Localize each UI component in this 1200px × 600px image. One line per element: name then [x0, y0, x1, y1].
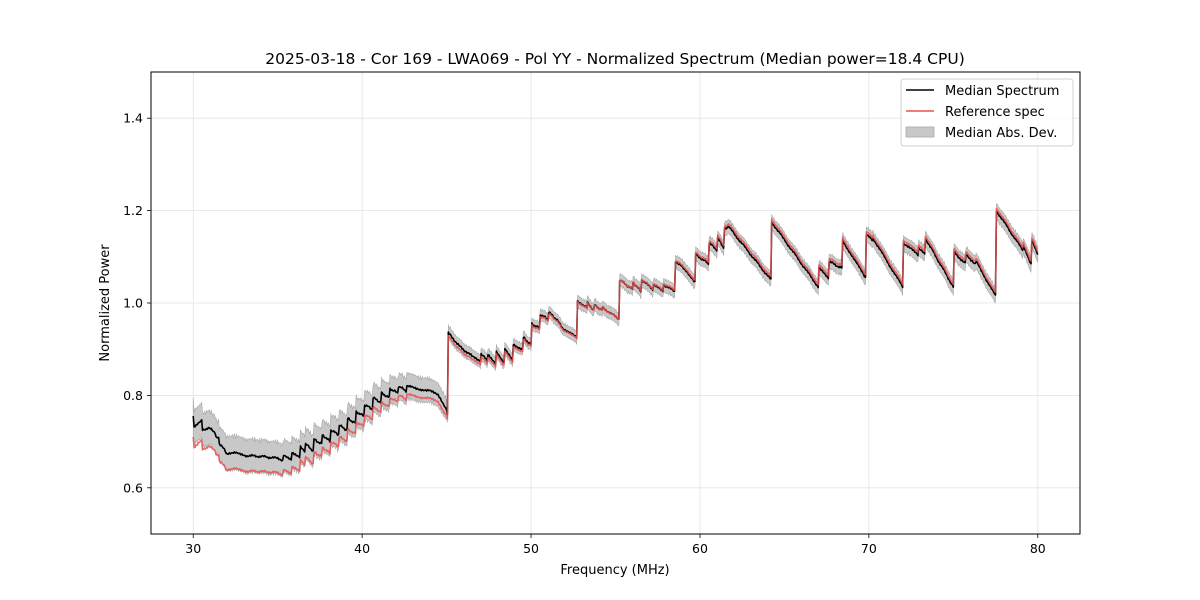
x-tick-label: 40 — [354, 541, 370, 556]
chart-title: 2025-03-18 - Cor 169 - LWA069 - Pol YY -… — [265, 50, 965, 68]
x-axis-ticks: 30 40 50 60 70 80 — [185, 534, 1046, 556]
x-axis-label: Frequency (MHz) — [560, 563, 669, 578]
x-tick-label: 70 — [861, 541, 877, 556]
y-tick-label: 0.6 — [123, 480, 143, 495]
y-tick-label: 1.2 — [123, 203, 143, 218]
legend-frame — [900, 78, 1074, 147]
x-tick-label: 60 — [692, 541, 708, 556]
mad-band — [192, 203, 1039, 479]
x-tick-label: 50 — [523, 541, 539, 556]
x-tick-label: 30 — [185, 541, 201, 556]
y-tick-label: 0.8 — [123, 388, 143, 403]
y-axis-ticks: 0.6 0.8 1.0 1.2 1.4 — [123, 111, 151, 495]
y-tick-label: 1.4 — [123, 111, 143, 126]
legend-label-mad: Median Abs. Dev. — [945, 126, 1057, 141]
x-tick-label: 80 — [1030, 541, 1046, 556]
legend-label-median: Median Spectrum — [945, 84, 1059, 99]
mad-band-group — [192, 203, 1039, 479]
y-axis-label: Normalized Power — [98, 244, 113, 362]
legend-swatch-mad — [905, 126, 935, 138]
reference-spectrum-line — [192, 208, 1039, 476]
y-tick-label: 1.0 — [123, 296, 143, 311]
legend: Median Spectrum Reference spec Median Ab… — [900, 78, 1074, 147]
series-lines-group — [192, 208, 1039, 476]
legend-label-reference: Reference spec — [945, 105, 1045, 120]
